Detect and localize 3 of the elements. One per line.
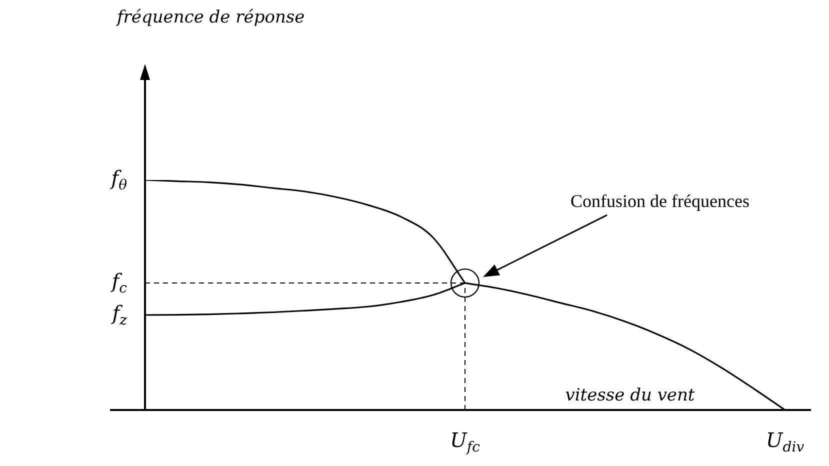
x-axis-title: vitesse du vent: [565, 385, 695, 406]
annotation: Confusion de fréquences: [570, 190, 750, 211]
text: fréquence de réponse: [115, 7, 305, 28]
